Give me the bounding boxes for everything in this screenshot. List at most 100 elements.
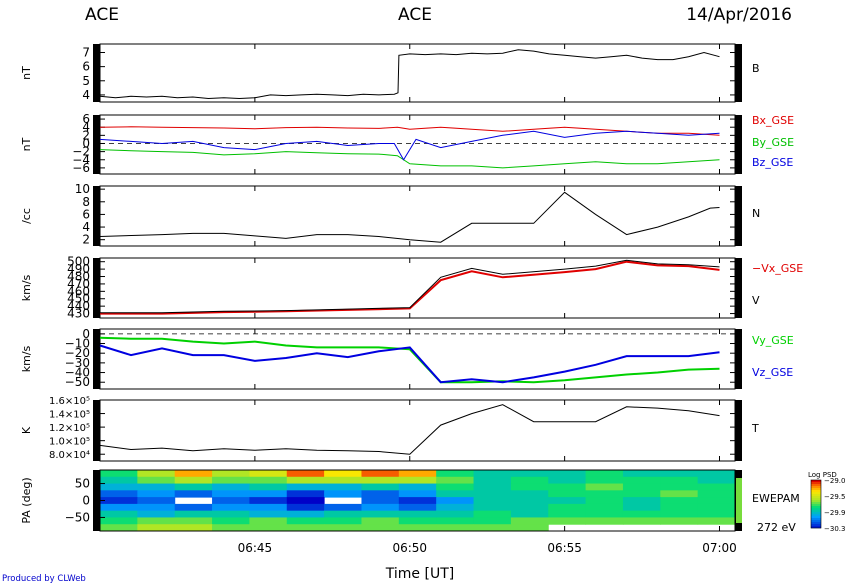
left-axis-bar	[93, 258, 100, 318]
heatmap-cell	[100, 476, 138, 485]
series-label: Bz_GSE	[752, 156, 793, 169]
colorbar-swatch	[811, 506, 821, 509]
heatmap-cell	[174, 490, 213, 498]
heatmap-cell	[324, 510, 362, 518]
heatmap-cell	[585, 503, 624, 512]
heatmap-cell	[137, 490, 176, 498]
heatmap-cell	[548, 470, 587, 478]
y-tick-label: −10	[65, 337, 90, 351]
heatmap-cell	[398, 490, 437, 498]
heatmap-cell	[510, 497, 549, 505]
heatmap-cell	[585, 490, 624, 498]
colorbar-title: Log PSD	[808, 471, 837, 479]
colorbar-swatch	[811, 498, 821, 501]
heatmap-cell	[436, 517, 475, 525]
y-axis-label: PA (deg)	[20, 477, 33, 523]
heatmap-cell	[249, 476, 288, 485]
colorbar-swatch	[811, 494, 821, 497]
y-tick-label: 5	[82, 74, 90, 88]
heatmap-cell	[548, 476, 587, 485]
heatmap-cell	[212, 470, 250, 478]
y-tick-label: 8.0×10⁴	[49, 450, 90, 461]
heatmap-cell	[436, 510, 475, 518]
heatmap-cell	[697, 490, 736, 498]
heatmap-cell	[286, 517, 325, 525]
heatmap-cell	[697, 483, 736, 491]
series-label: N	[752, 207, 760, 220]
heatmap-cell	[137, 517, 176, 525]
y-tick-label: 1.2×10⁵	[49, 423, 90, 434]
heatmap-cell	[174, 524, 213, 532]
left-axis-bar	[93, 400, 100, 461]
heatmap-edge	[736, 478, 742, 523]
series-label: V	[752, 294, 760, 307]
left-axis-bar	[93, 115, 100, 174]
heatmap-cell	[548, 517, 587, 525]
heatmap-cell	[585, 470, 624, 478]
heatmap-cell	[212, 483, 250, 491]
heatmap-cell	[510, 503, 549, 512]
heatmap-cell	[622, 510, 661, 518]
heatmap-cell	[324, 503, 362, 512]
header-date: 14/Apr/2016	[686, 5, 792, 25]
panel-6: K 8.0×10⁴ 1.0×10⁵ 1.2×10⁵ 1.4×10⁵ 1.6×10⁵ T	[20, 396, 759, 462]
colorbar-swatch	[811, 488, 821, 491]
heatmap-cell	[174, 483, 213, 491]
heatmap-cell	[660, 470, 699, 478]
colorbar-swatch	[811, 486, 821, 489]
y-tick-label: 1.4×10⁵	[49, 410, 90, 421]
heatmap-cell	[473, 510, 512, 518]
colorbar-swatch	[811, 526, 821, 529]
x-axis-label: Time [UT]	[385, 566, 454, 582]
heatmap-cell	[174, 470, 213, 478]
heatmap-cell	[398, 483, 437, 491]
heatmap-cell	[324, 470, 362, 478]
y-tick-label: 440	[67, 299, 90, 313]
heatmap-cell	[249, 497, 288, 505]
x-tick-label: 07:00	[702, 541, 737, 555]
heatmap-cell	[436, 476, 475, 485]
colorbar-swatch	[811, 482, 821, 485]
heatmap-cell	[398, 524, 437, 532]
heatmap-cell	[697, 510, 736, 518]
panel-frame	[99, 114, 736, 175]
colorbar-swatch	[811, 524, 821, 527]
heatmap-cell	[473, 503, 512, 512]
x-tick-label: 06:50	[392, 541, 427, 555]
y-tick-label: 2	[82, 128, 90, 142]
heatmap-cell	[137, 470, 176, 478]
series-line	[100, 259, 720, 314]
colorbar-swatch	[811, 484, 821, 487]
y-tick-label: −40	[65, 366, 90, 380]
heatmap-cell	[660, 510, 699, 518]
x-tick-label: 06:55	[547, 541, 582, 555]
series-label: −Vx_GSE	[752, 262, 803, 275]
heatmap-cell	[324, 524, 362, 532]
heatmap-cell	[473, 497, 512, 505]
heatmap-cell	[548, 510, 587, 518]
heatmap-cell	[324, 517, 362, 525]
y-axis-label: /cc	[20, 208, 33, 224]
heatmap-cell	[398, 510, 437, 518]
colorbar-swatch	[811, 516, 821, 519]
heatmap-cell	[398, 497, 437, 505]
y-tick-label: 460	[67, 284, 90, 298]
colorbar-swatch	[811, 510, 821, 513]
heatmap-cell	[361, 476, 400, 485]
heatmap-cell	[510, 470, 549, 478]
heatmap-cell	[548, 490, 587, 498]
y-tick-label: −6	[72, 161, 90, 175]
heatmap-cell	[249, 470, 288, 478]
heatmap-cell	[249, 503, 288, 512]
heatmap-cell	[660, 476, 699, 485]
colorbar-swatch	[811, 500, 821, 503]
heatmap-cell	[100, 483, 138, 491]
heatmap-cell	[324, 490, 362, 498]
heatmap-cell	[473, 476, 512, 485]
series-line	[99, 344, 720, 384]
heatmap-cell	[249, 483, 288, 491]
